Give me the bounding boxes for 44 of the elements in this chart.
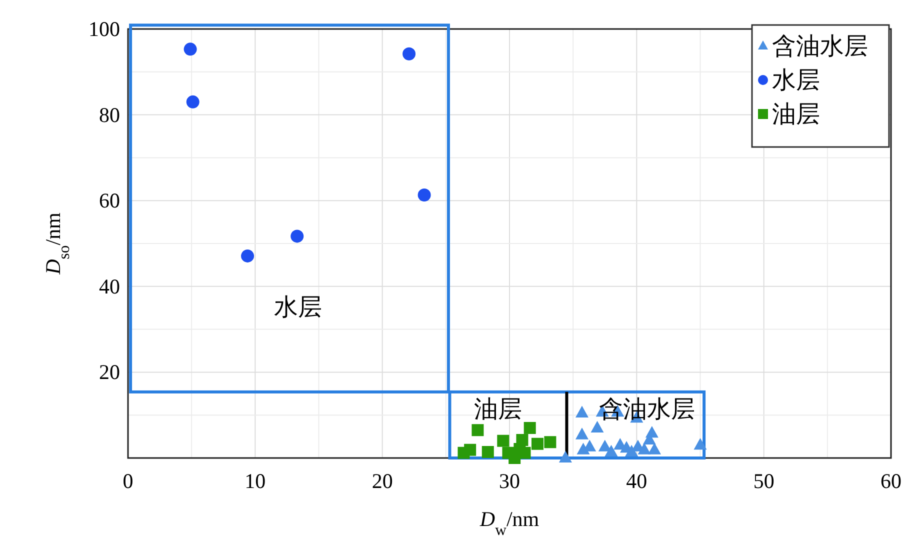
point [418,188,431,202]
point [516,434,528,446]
point [590,420,604,433]
legend-label: 含油水层 [772,34,868,60]
legend-label: 油层 [772,102,820,128]
point [625,444,638,457]
x-tick-label: 20 [372,469,393,493]
annotation: 含油水层 [599,397,695,423]
point [598,440,612,452]
annotation: 油层 [474,397,522,423]
annotation: 水层 [274,295,322,321]
point [645,426,658,438]
y-tick-label: 80 [99,102,120,127]
point [497,434,510,447]
point [184,42,197,56]
point [186,95,200,108]
point [402,47,416,60]
point [575,406,588,418]
point [604,444,618,457]
point [524,422,536,434]
y-tick-label: 100 [88,17,120,41]
point [482,446,494,458]
x-tick-label: 10 [244,469,266,493]
point [472,424,484,436]
x-tick-label: 0 [122,469,134,493]
point [290,230,304,243]
point [544,436,556,448]
point [648,442,661,454]
x-tick-label: 60 [880,469,902,493]
y-tick-label: 60 [99,188,120,213]
y-tick-label: 20 [99,360,120,384]
y-tick-label: 40 [99,274,120,298]
x-tick-label: 50 [753,469,774,493]
point [575,428,588,440]
x-tick-label: 30 [499,469,520,493]
point [464,444,476,456]
point [531,438,544,450]
point [694,438,707,450]
x-axis-title: D$_{w}$/nm [478,507,540,538]
point [558,450,572,463]
legend-label: 水层 [772,68,820,94]
x-tick-label: 40 [626,469,648,493]
point [638,442,651,454]
point [241,249,254,262]
